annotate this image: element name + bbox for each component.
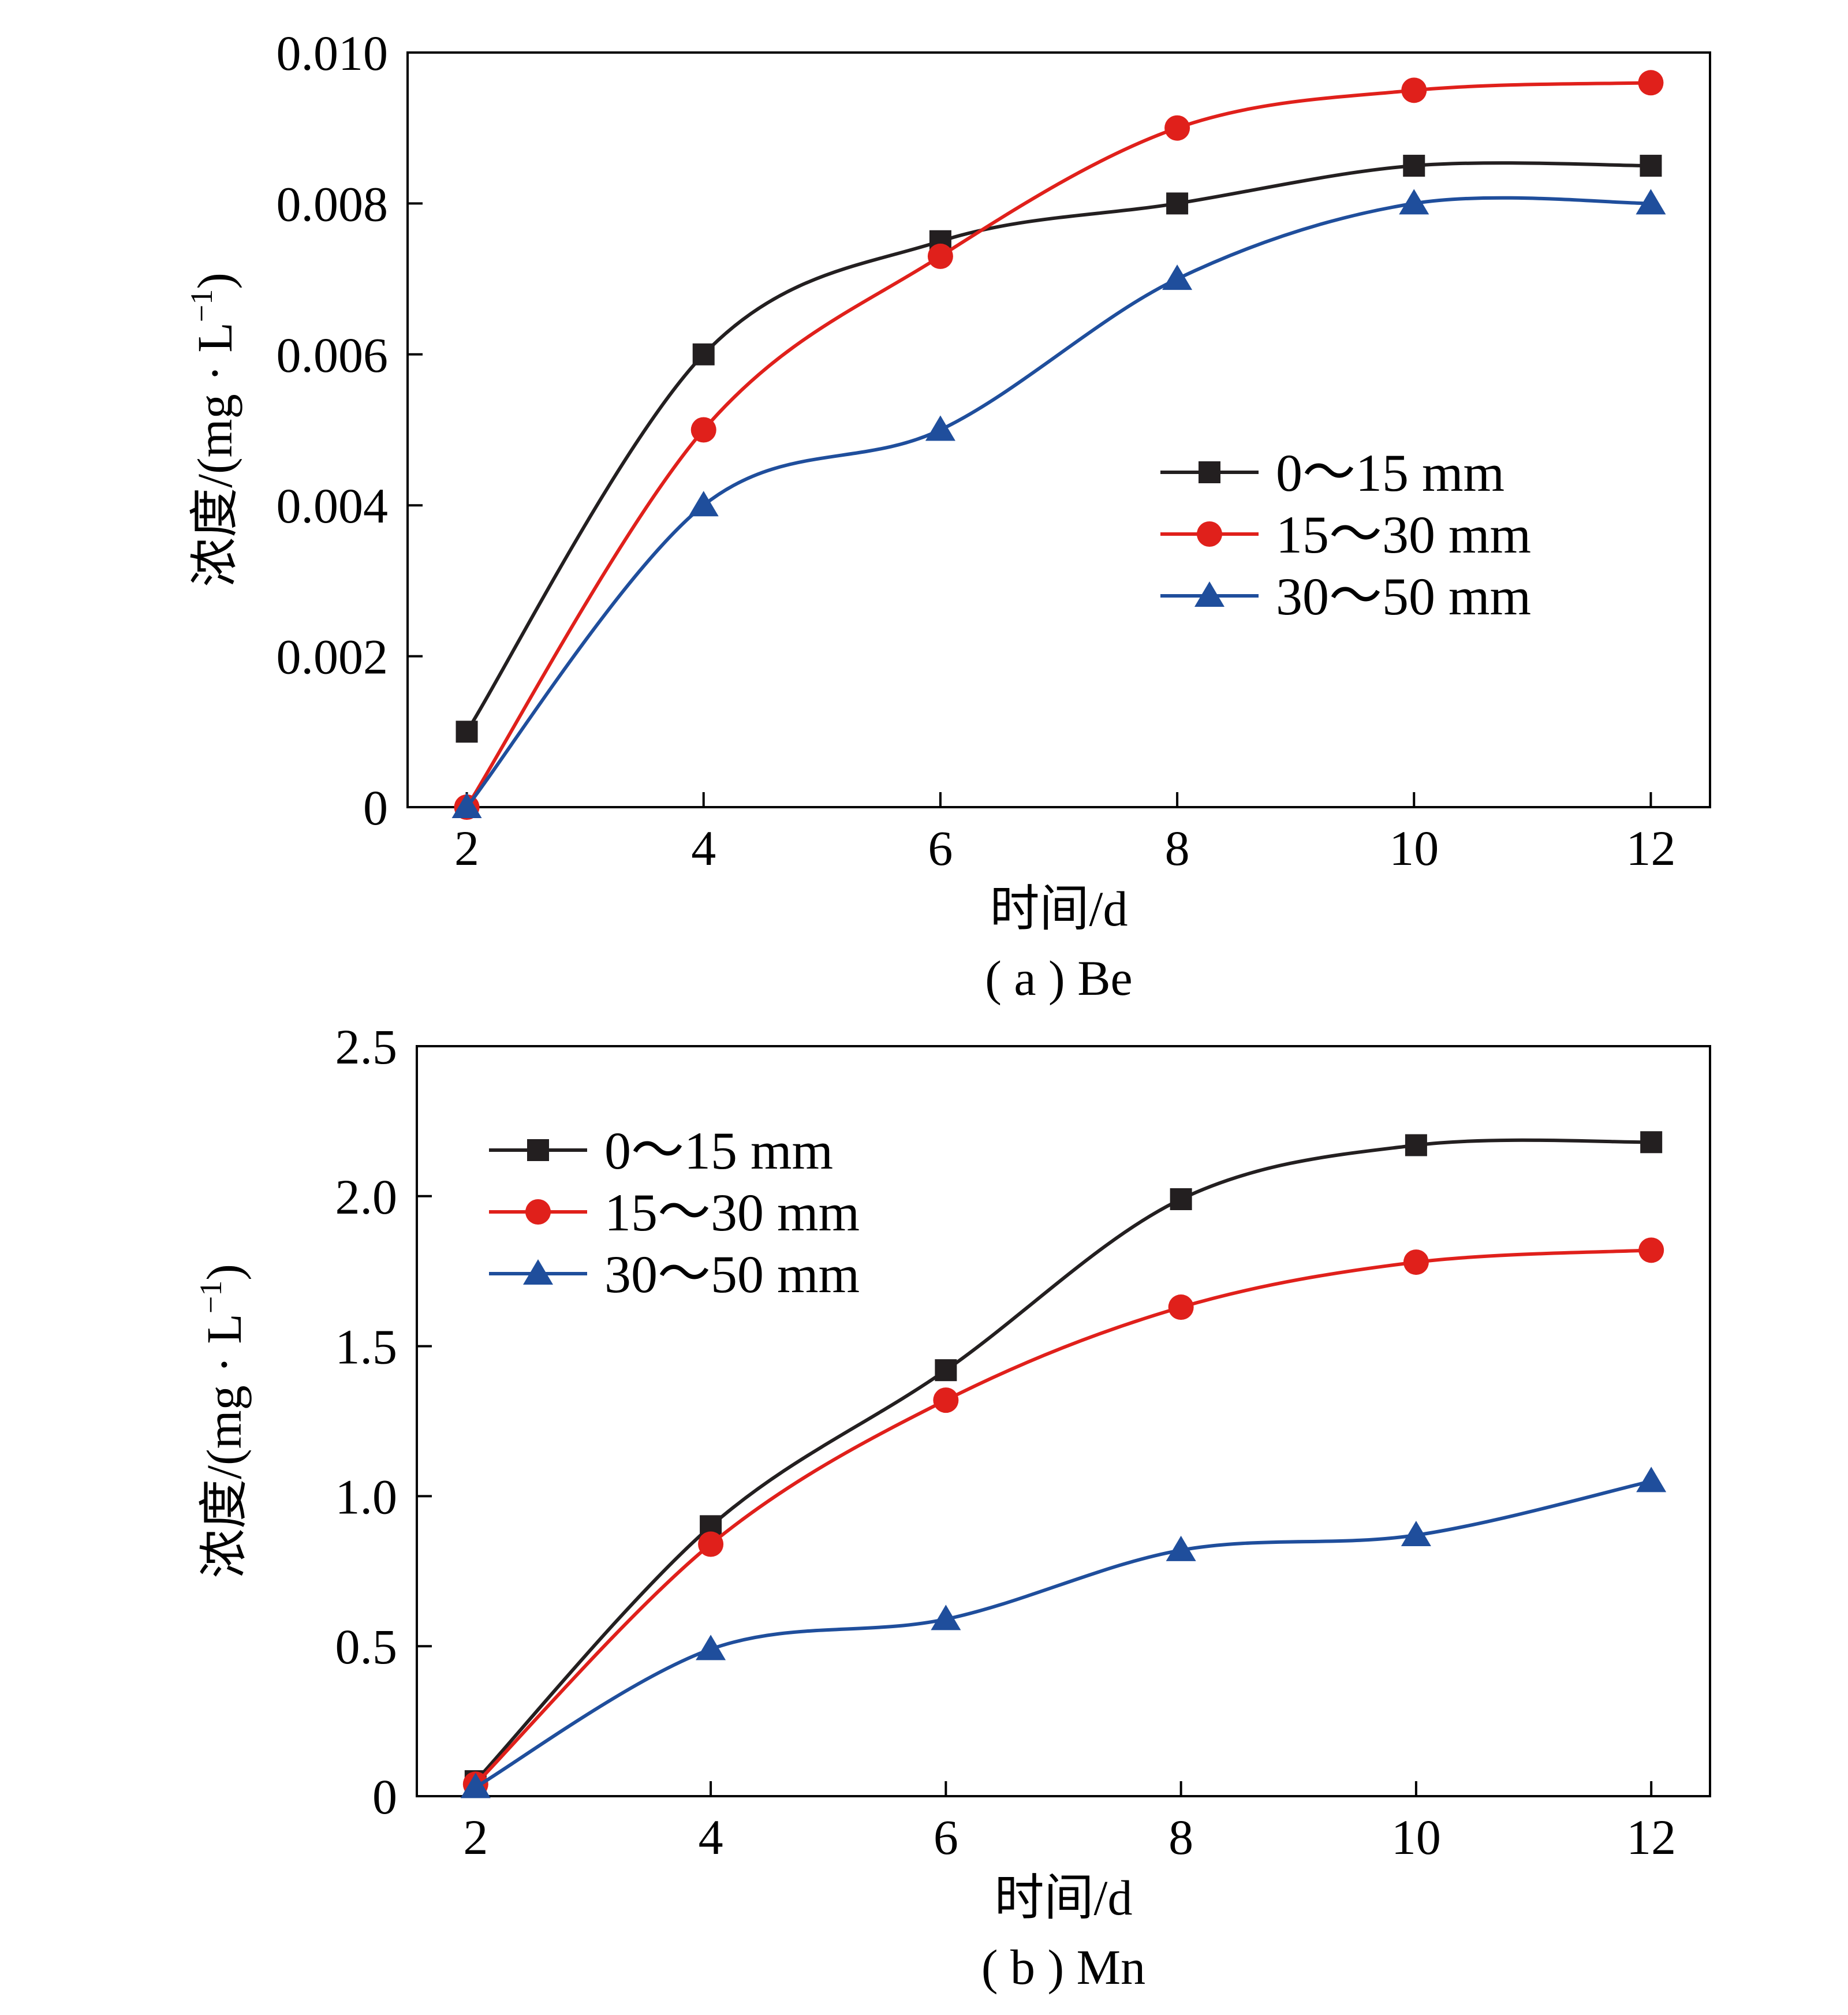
legend-marker bbox=[1194, 581, 1224, 607]
data-point bbox=[1170, 1188, 1192, 1210]
data-point bbox=[690, 417, 716, 443]
series-line bbox=[473, 1248, 1653, 1786]
data-point bbox=[1638, 1237, 1664, 1263]
data-point bbox=[1399, 189, 1429, 215]
y-tick-label: 1.5 bbox=[335, 1319, 398, 1375]
legend-label: 15～30 mm bbox=[604, 1183, 860, 1242]
series-line bbox=[473, 1479, 1653, 1789]
x-tick-label: 6 bbox=[934, 1809, 958, 1865]
x-axis-label: 时间/d bbox=[990, 881, 1128, 936]
data-point bbox=[1640, 155, 1662, 177]
data-point bbox=[451, 793, 482, 818]
data-point bbox=[925, 415, 955, 441]
x-tick-label: 8 bbox=[1168, 1809, 1193, 1865]
series-3 bbox=[451, 189, 1666, 818]
y-axis-label-end: ) bbox=[187, 273, 242, 289]
data-point bbox=[1168, 1294, 1194, 1320]
chart-be: 0 0.002 0.004 0.006 0.008 0.010 2 4 6 8 10 12 时间/d ( … bbox=[184, 25, 1711, 1006]
y-axis-label-sup: −1 bbox=[193, 1281, 228, 1314]
y-tick-label: 0.5 bbox=[335, 1619, 398, 1674]
y-tick-label: 2.0 bbox=[335, 1169, 398, 1225]
x-tick-label: 10 bbox=[1389, 820, 1439, 876]
data-point bbox=[927, 243, 953, 269]
x-tick-label: 6 bbox=[928, 820, 953, 876]
y-tick-label: 1.0 bbox=[335, 1469, 398, 1524]
y-tick-label: 2.5 bbox=[335, 1019, 398, 1074]
x-tick-label: 10 bbox=[1391, 1809, 1441, 1865]
data-point bbox=[935, 1359, 957, 1382]
data-point bbox=[698, 1531, 724, 1557]
series-line bbox=[465, 161, 1653, 734]
x-tick-label: 2 bbox=[454, 820, 479, 876]
data-point bbox=[1401, 77, 1427, 103]
x-tick-label: 12 bbox=[1626, 1809, 1676, 1865]
legend-marker bbox=[1197, 521, 1222, 547]
data-point bbox=[688, 491, 719, 517]
series-line bbox=[465, 196, 1653, 809]
y-tick-label: 0.006 bbox=[277, 327, 389, 383]
chart-caption: ( a ) Be bbox=[985, 950, 1132, 1006]
chart-caption: ( b ) Mn bbox=[981, 1939, 1145, 1995]
data-point bbox=[1403, 1249, 1429, 1275]
data-point bbox=[696, 1635, 726, 1660]
y-tick-label: 0.008 bbox=[277, 176, 389, 232]
data-point bbox=[692, 343, 715, 365]
y-tick-label: 0 bbox=[363, 780, 388, 835]
y-axis-label-text: 浓度/(mg · L bbox=[187, 322, 242, 587]
series-line bbox=[465, 81, 1653, 809]
x-tick-label: 4 bbox=[691, 820, 716, 876]
plot-frame bbox=[416, 1045, 1711, 1797]
legend-label: 30～50 mm bbox=[1276, 567, 1531, 626]
x-tick-label: 8 bbox=[1165, 820, 1190, 876]
y-tick-label: 0.004 bbox=[277, 478, 389, 533]
x-tick-label: 4 bbox=[699, 1809, 723, 1865]
data-point bbox=[933, 1387, 959, 1413]
data-point bbox=[1405, 1134, 1427, 1156]
x-axis-label: 时间/d bbox=[995, 1870, 1133, 1926]
data-point bbox=[456, 721, 478, 743]
data-point bbox=[931, 1604, 961, 1630]
data-point bbox=[1640, 1131, 1663, 1154]
series-line bbox=[473, 1138, 1653, 1783]
data-point bbox=[1401, 1520, 1431, 1546]
y-axis-label: 浓度/(mg · L−1) bbox=[193, 1264, 252, 1579]
data-point bbox=[1403, 155, 1425, 177]
data-point bbox=[1166, 192, 1189, 215]
y-axis-label: 浓度/(mg · L−1) bbox=[184, 273, 242, 587]
data-point bbox=[1636, 189, 1666, 215]
data-point bbox=[1164, 115, 1190, 141]
data-point bbox=[1166, 1535, 1196, 1561]
chart-mn: 0 0.5 1.0 1.5 2.0 2.5 2 4 6 8 10 12 时间/d ( b ) Mn 浓度/(… bbox=[193, 1019, 1711, 1995]
data-point bbox=[1638, 70, 1664, 96]
data-point bbox=[1162, 264, 1193, 290]
y-tick-label: 0.010 bbox=[277, 25, 389, 81]
y-tick-label: 0.002 bbox=[277, 629, 389, 685]
x-tick-label: 12 bbox=[1626, 820, 1675, 876]
x-tick-label: 2 bbox=[463, 1809, 488, 1865]
legend-marker bbox=[523, 1259, 553, 1285]
legend-label: 15～30 mm bbox=[1276, 505, 1531, 564]
data-point bbox=[1636, 1467, 1667, 1492]
legend-marker bbox=[527, 1139, 549, 1161]
y-tick-label: 0 bbox=[372, 1769, 397, 1824]
legend-marker bbox=[525, 1199, 551, 1225]
legend-label: 30～50 mm bbox=[604, 1245, 860, 1304]
series-3 bbox=[460, 1467, 1667, 1798]
series-1 bbox=[456, 155, 1662, 743]
y-axis-label-text: 浓度/(mg · L bbox=[196, 1314, 252, 1579]
data-point bbox=[460, 1773, 491, 1798]
y-axis-label-sup: −1 bbox=[184, 289, 219, 322]
series-2 bbox=[462, 1237, 1664, 1797]
legend-label: 0～15 mm bbox=[604, 1121, 833, 1180]
legend-label: 0～15 mm bbox=[1276, 443, 1504, 502]
plot-frame bbox=[406, 51, 1711, 808]
y-axis-label-end: ) bbox=[196, 1264, 252, 1281]
legend-marker bbox=[1199, 461, 1220, 483]
